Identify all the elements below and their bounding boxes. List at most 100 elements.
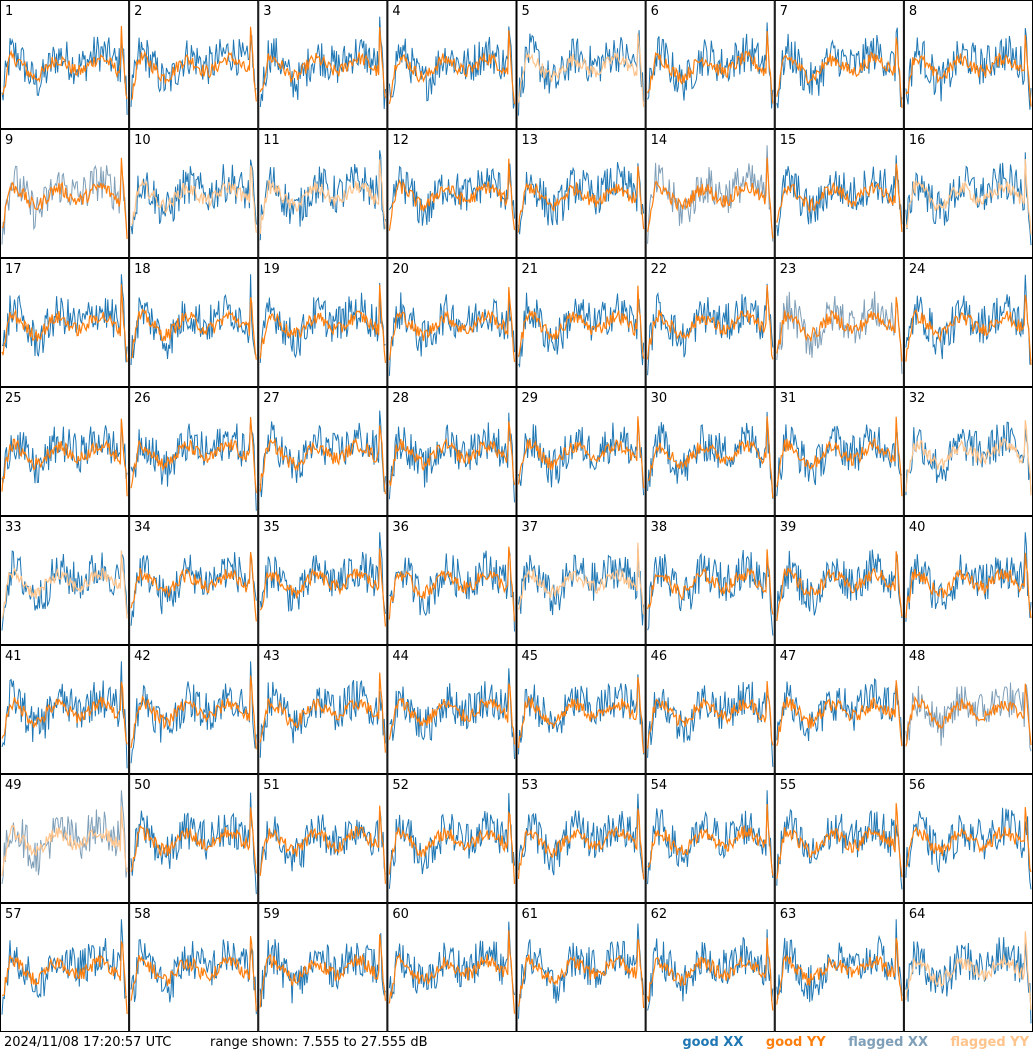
panel-frame (0, 645, 130, 774)
trace-yy (647, 157, 774, 239)
panel-2: 2 (129, 0, 259, 129)
panel-22: 22 (645, 258, 775, 387)
trace-xx (1, 274, 128, 363)
trace-xx (905, 937, 1032, 1024)
panel-label: 31 (780, 391, 797, 406)
panel-38: 38 (645, 516, 775, 645)
panel-33: 33 (0, 516, 130, 645)
trace-yy (259, 27, 386, 99)
trace-yy (130, 26, 257, 102)
panel-50: 50 (129, 774, 259, 903)
trace-yy (259, 805, 386, 884)
panel-label: 63 (780, 907, 797, 922)
trace-yy (1, 418, 128, 497)
panel-19: 19 (258, 258, 388, 387)
panel-label: 13 (522, 133, 539, 148)
panel-27: 27 (258, 387, 388, 516)
trace-yy (1, 939, 128, 1015)
panel-63: 63 (774, 903, 904, 1032)
panel-label: 61 (522, 907, 539, 922)
panel-1: 1 (0, 0, 130, 129)
trace-yy (647, 549, 774, 615)
panel-12: 12 (387, 129, 517, 258)
trace-xx (130, 274, 257, 366)
panel-label: 53 (522, 778, 539, 793)
trace-yy (517, 938, 645, 1009)
legend: good XX good YY flagged XX flagged YY (664, 1032, 1029, 1053)
trace-yy (905, 552, 1032, 619)
trace-xx (259, 150, 386, 241)
panel-label: 10 (134, 133, 151, 148)
panel-label: 64 (909, 907, 926, 922)
panel-label: 5 (522, 4, 530, 19)
trace-xx (776, 27, 903, 109)
panel-label: 38 (651, 520, 668, 535)
trace-xx (647, 681, 774, 767)
panel-23: 23 (774, 258, 904, 387)
trace-yy (647, 803, 774, 876)
trace-xx (776, 677, 903, 747)
panel-57: 57 (0, 903, 130, 1032)
panel-47: 47 (774, 645, 904, 774)
trace-yy (647, 31, 774, 104)
trace-xx (388, 921, 515, 999)
panel-36: 36 (387, 516, 517, 645)
trace-yy (1, 284, 128, 363)
trace-yy (259, 425, 386, 495)
panel-3: 3 (258, 0, 388, 129)
panel-label: 25 (5, 391, 22, 406)
panel-label: 28 (392, 391, 409, 406)
legend-good-xx: good XX (682, 1035, 744, 1050)
trace-yy (388, 683, 516, 745)
panel-20: 20 (387, 258, 517, 387)
panel-16: 16 (903, 129, 1033, 258)
panel-18: 18 (129, 258, 259, 387)
trace-xx (259, 282, 386, 363)
trace-yy (259, 672, 386, 753)
panel-label: 7 (780, 4, 788, 19)
panel-label: 4 (392, 4, 400, 19)
panel-label: 54 (651, 778, 668, 793)
trace-xx (776, 424, 902, 497)
trace-xx (518, 793, 645, 877)
panel-10: 10 (129, 129, 259, 258)
panel-label: 6 (651, 4, 659, 19)
trace-yy (130, 675, 257, 750)
trace-yy (388, 287, 516, 363)
panel-label: 20 (392, 262, 409, 277)
trace-xx (1, 661, 128, 769)
panel-29: 29 (516, 387, 646, 516)
panel-label: 9 (5, 133, 13, 148)
panel-label: 27 (263, 391, 280, 406)
panel-6: 6 (645, 0, 775, 129)
trace-xx (259, 807, 386, 875)
panel-41: 41 (0, 645, 130, 774)
trace-yy (388, 421, 516, 487)
trace-yy (517, 808, 645, 880)
trace-yy (259, 159, 386, 235)
trace-xx (647, 22, 774, 109)
panel-label: 22 (651, 262, 668, 277)
panel-label: 43 (263, 649, 280, 664)
panel-label: 1 (5, 4, 13, 19)
panel-label: 30 (651, 391, 668, 406)
trace-xx (388, 26, 515, 109)
trace-xx (130, 661, 257, 764)
trace-yy (130, 552, 257, 622)
panel-9: 9 (0, 129, 130, 258)
trace-yy (1, 550, 128, 619)
trace-xx (776, 291, 903, 374)
trace-yy (259, 284, 386, 363)
trace-xx (518, 674, 645, 755)
panel-label: 56 (909, 778, 926, 793)
trace-yy (130, 807, 257, 874)
trace-xx (388, 289, 515, 376)
trace-yy (130, 165, 257, 233)
panel-39: 39 (774, 516, 904, 645)
panel-label: 18 (134, 262, 151, 277)
panel-label: 41 (5, 649, 22, 664)
panel-label: 50 (134, 778, 151, 793)
trace-yy (776, 416, 903, 497)
trace-yy (905, 420, 1032, 496)
